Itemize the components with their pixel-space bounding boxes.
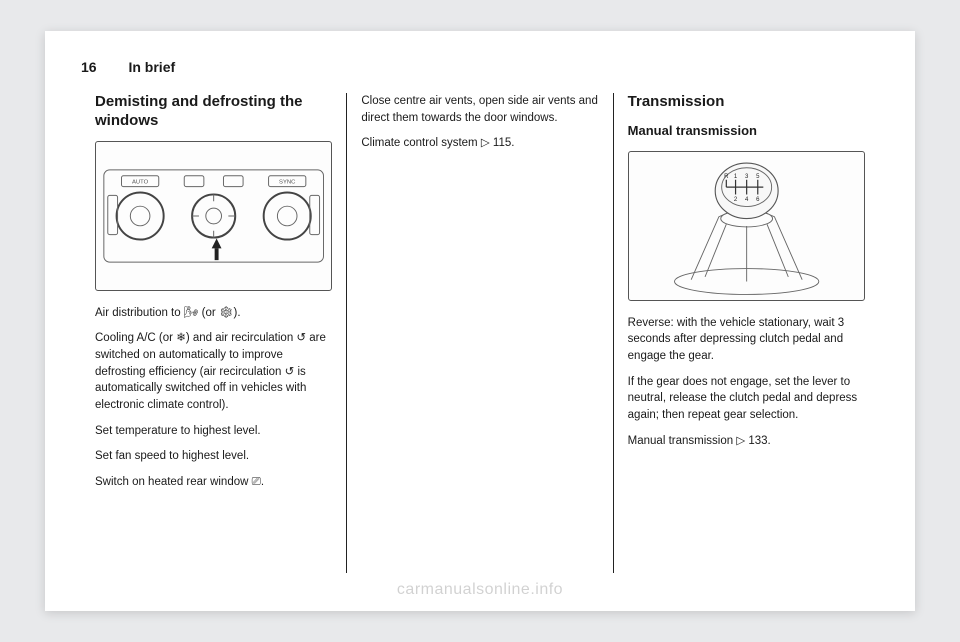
rear-window-icon: ⎚ [252,476,261,488]
col1-heading: Demisting and defrosting the windows [95,93,332,131]
manual-page: 16 In brief Demisting and defrosting the… [45,31,915,611]
col1-p5: Switch on heated rear window ⎚. [95,474,332,491]
page-header: 16 In brief [81,59,879,75]
col3-heading: Transmission [628,93,865,112]
section-title: In brief [128,59,175,75]
snowflake-icon: ❄ [176,332,186,344]
col2-p1: Close centre air vents, open side air ve… [361,93,598,126]
link-arrow-icon: ▷ [736,435,745,447]
gear-shifter-svg: R 1 3 5 2 4 6 [629,152,864,300]
svg-text:R: R [724,173,729,179]
col1-p3: Set temperature to highest level. [95,423,332,440]
col3-p2: If the gear does not engage, set the lev… [628,374,865,424]
col2-p2: Climate control system ▷ 115. [361,135,598,152]
watermark: carmanualsonline.info [45,581,915,599]
svg-text:SYNC: SYNC [279,179,296,185]
recirc-icon: ↺ [296,332,306,344]
col1-p1: Air distribution to 🌬 (or ❄). [95,305,332,322]
col3-p3: Manual transmission ▷ 133. [628,433,865,450]
column-2: Close centre air vents, open side air ve… [346,93,612,573]
recirc-icon: ↺ [285,366,295,378]
link-arrow-icon: ▷ [481,137,490,149]
defrost-icon: ❄ [219,307,234,319]
col1-p2: Cooling A/C (or ❄) and air recirculation… [95,330,332,413]
svg-text:AUTO: AUTO [132,179,149,185]
column-1: Demisting and defrosting the windows AUT… [81,93,346,573]
climate-control-figure: AUTO SYNC [95,141,332,291]
col3-p1: Reverse: with the vehicle stationary, wa… [628,315,865,365]
col1-p4: Set fan speed to highest level. [95,448,332,465]
col3-subheading: Manual transmission [628,122,865,141]
gear-shifter-figure: R 1 3 5 2 4 6 [628,151,865,301]
content-columns: Demisting and defrosting the windows AUT… [81,93,879,573]
climate-panel-svg: AUTO SYNC [96,142,331,290]
column-3: Transmission Manual transmission [613,93,879,573]
page-number: 16 [81,59,97,75]
air-dist-icon: 🌬 [184,307,199,319]
